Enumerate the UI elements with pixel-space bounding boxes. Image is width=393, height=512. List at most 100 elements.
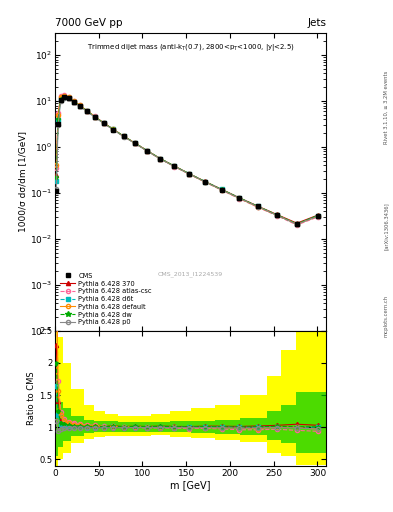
Pythia 6.428 p0 [92, 114, 97, 120]
Pythia 6.428 dw [111, 126, 116, 132]
Pythia 6.428 p0 [187, 171, 192, 177]
Pythia 6.428 atlas-csc [121, 134, 126, 140]
Pythia 6.428 atlas-csc [316, 214, 320, 220]
Pythia 6.428 p0 [255, 203, 260, 209]
Pythia 6.428 d6t [111, 126, 116, 133]
Pythia 6.428 default [158, 156, 163, 162]
Pythia 6.428 atlas-csc [294, 222, 299, 228]
Pythia 6.428 370 [203, 178, 208, 184]
CMS [54, 188, 59, 194]
Pythia 6.428 atlas-csc [56, 110, 61, 116]
Pythia 6.428 default [203, 179, 208, 185]
Pythia 6.428 default [274, 212, 279, 218]
Pythia 6.428 dw [237, 195, 242, 201]
Pythia 6.428 atlas-csc [274, 212, 279, 219]
Pythia 6.428 default [84, 108, 89, 114]
Pythia 6.428 dw [62, 93, 66, 99]
Pythia 6.428 dw [294, 221, 299, 227]
Pythia 6.428 d6t [316, 212, 320, 219]
Pythia 6.428 atlas-csc [187, 171, 192, 177]
Pythia 6.428 370 [172, 163, 177, 169]
Pythia 6.428 p0 [145, 148, 150, 154]
Pythia 6.428 p0 [77, 103, 82, 110]
Pythia 6.428 d6t [172, 163, 177, 169]
CMS [237, 195, 242, 201]
Pythia 6.428 370 [72, 98, 76, 104]
Pythia 6.428 default [62, 93, 66, 99]
Pythia 6.428 d6t [72, 99, 76, 105]
Pythia 6.428 370 [133, 140, 138, 146]
Pythia 6.428 370 [294, 220, 299, 226]
Pythia 6.428 default [294, 221, 299, 227]
Pythia 6.428 dw [56, 116, 61, 122]
Pythia 6.428 dw [133, 140, 138, 146]
Pythia 6.428 default [72, 98, 76, 104]
Pythia 6.428 p0 [294, 221, 299, 227]
Pythia 6.428 d6t [274, 212, 279, 218]
Pythia 6.428 p0 [316, 213, 320, 219]
Pythia 6.428 dw [84, 108, 89, 114]
Pythia 6.428 370 [158, 156, 163, 162]
Pythia 6.428 dw [145, 148, 150, 154]
Pythia 6.428 370 [92, 114, 97, 120]
Pythia 6.428 atlas-csc [62, 92, 66, 98]
Pythia 6.428 d6t [203, 179, 208, 185]
Pythia 6.428 dw [316, 212, 320, 219]
Pythia 6.428 d6t [219, 186, 224, 193]
Pythia 6.428 p0 [133, 140, 138, 146]
Pythia 6.428 dw [72, 98, 76, 104]
CMS [62, 94, 66, 100]
X-axis label: m [GeV]: m [GeV] [170, 480, 211, 490]
Pythia 6.428 dw [77, 102, 82, 109]
Pythia 6.428 p0 [274, 212, 279, 218]
Pythia 6.428 p0 [54, 186, 59, 193]
Pythia 6.428 p0 [72, 99, 76, 105]
Pythia 6.428 default [316, 213, 320, 219]
Pythia 6.428 p0 [111, 126, 116, 133]
CMS [72, 99, 76, 105]
Pythia 6.428 d6t [62, 94, 66, 100]
Pythia 6.428 atlas-csc [145, 148, 150, 154]
Pythia 6.428 dw [274, 211, 279, 218]
Pythia 6.428 d6t [77, 103, 82, 109]
CMS [255, 203, 260, 209]
Pythia 6.428 d6t [101, 120, 106, 126]
Pythia 6.428 p0 [84, 109, 89, 115]
Text: CMS_2013_I1224539: CMS_2013_I1224539 [158, 271, 223, 277]
Pythia 6.428 d6t [66, 95, 71, 101]
Pythia 6.428 atlas-csc [58, 93, 63, 99]
Pythia 6.428 p0 [66, 95, 71, 101]
Pythia 6.428 default [133, 140, 138, 146]
Pythia 6.428 dw [101, 120, 106, 126]
Line: Pythia 6.428 d6t: Pythia 6.428 d6t [54, 95, 320, 226]
Pythia 6.428 370 [77, 102, 82, 109]
Text: Jets: Jets [307, 18, 326, 28]
CMS [219, 186, 224, 193]
Pythia 6.428 370 [187, 170, 192, 177]
Pythia 6.428 p0 [219, 187, 224, 193]
CMS [158, 156, 163, 162]
Pythia 6.428 atlas-csc [203, 179, 208, 185]
Pythia 6.428 d6t [294, 221, 299, 227]
CMS [316, 212, 320, 219]
Pythia 6.428 default [56, 112, 61, 118]
Pythia 6.428 p0 [62, 95, 66, 101]
Pythia 6.428 d6t [54, 178, 59, 184]
Line: Pythia 6.428 p0: Pythia 6.428 p0 [54, 96, 320, 226]
Pythia 6.428 atlas-csc [255, 204, 260, 210]
Text: 7000 GeV pp: 7000 GeV pp [55, 18, 123, 28]
CMS [145, 148, 150, 154]
Pythia 6.428 370 [54, 172, 59, 178]
Pythia 6.428 370 [58, 95, 63, 101]
Pythia 6.428 d6t [56, 117, 61, 123]
Pythia 6.428 atlas-csc [84, 108, 89, 114]
Pythia 6.428 dw [172, 163, 177, 169]
Pythia 6.428 atlas-csc [72, 98, 76, 104]
Pythia 6.428 p0 [237, 195, 242, 201]
Pythia 6.428 atlas-csc [111, 126, 116, 133]
Line: Pythia 6.428 default: Pythia 6.428 default [54, 94, 320, 226]
CMS [84, 108, 89, 114]
Pythia 6.428 d6t [145, 148, 150, 154]
Pythia 6.428 370 [316, 212, 320, 218]
Pythia 6.428 default [219, 187, 224, 193]
